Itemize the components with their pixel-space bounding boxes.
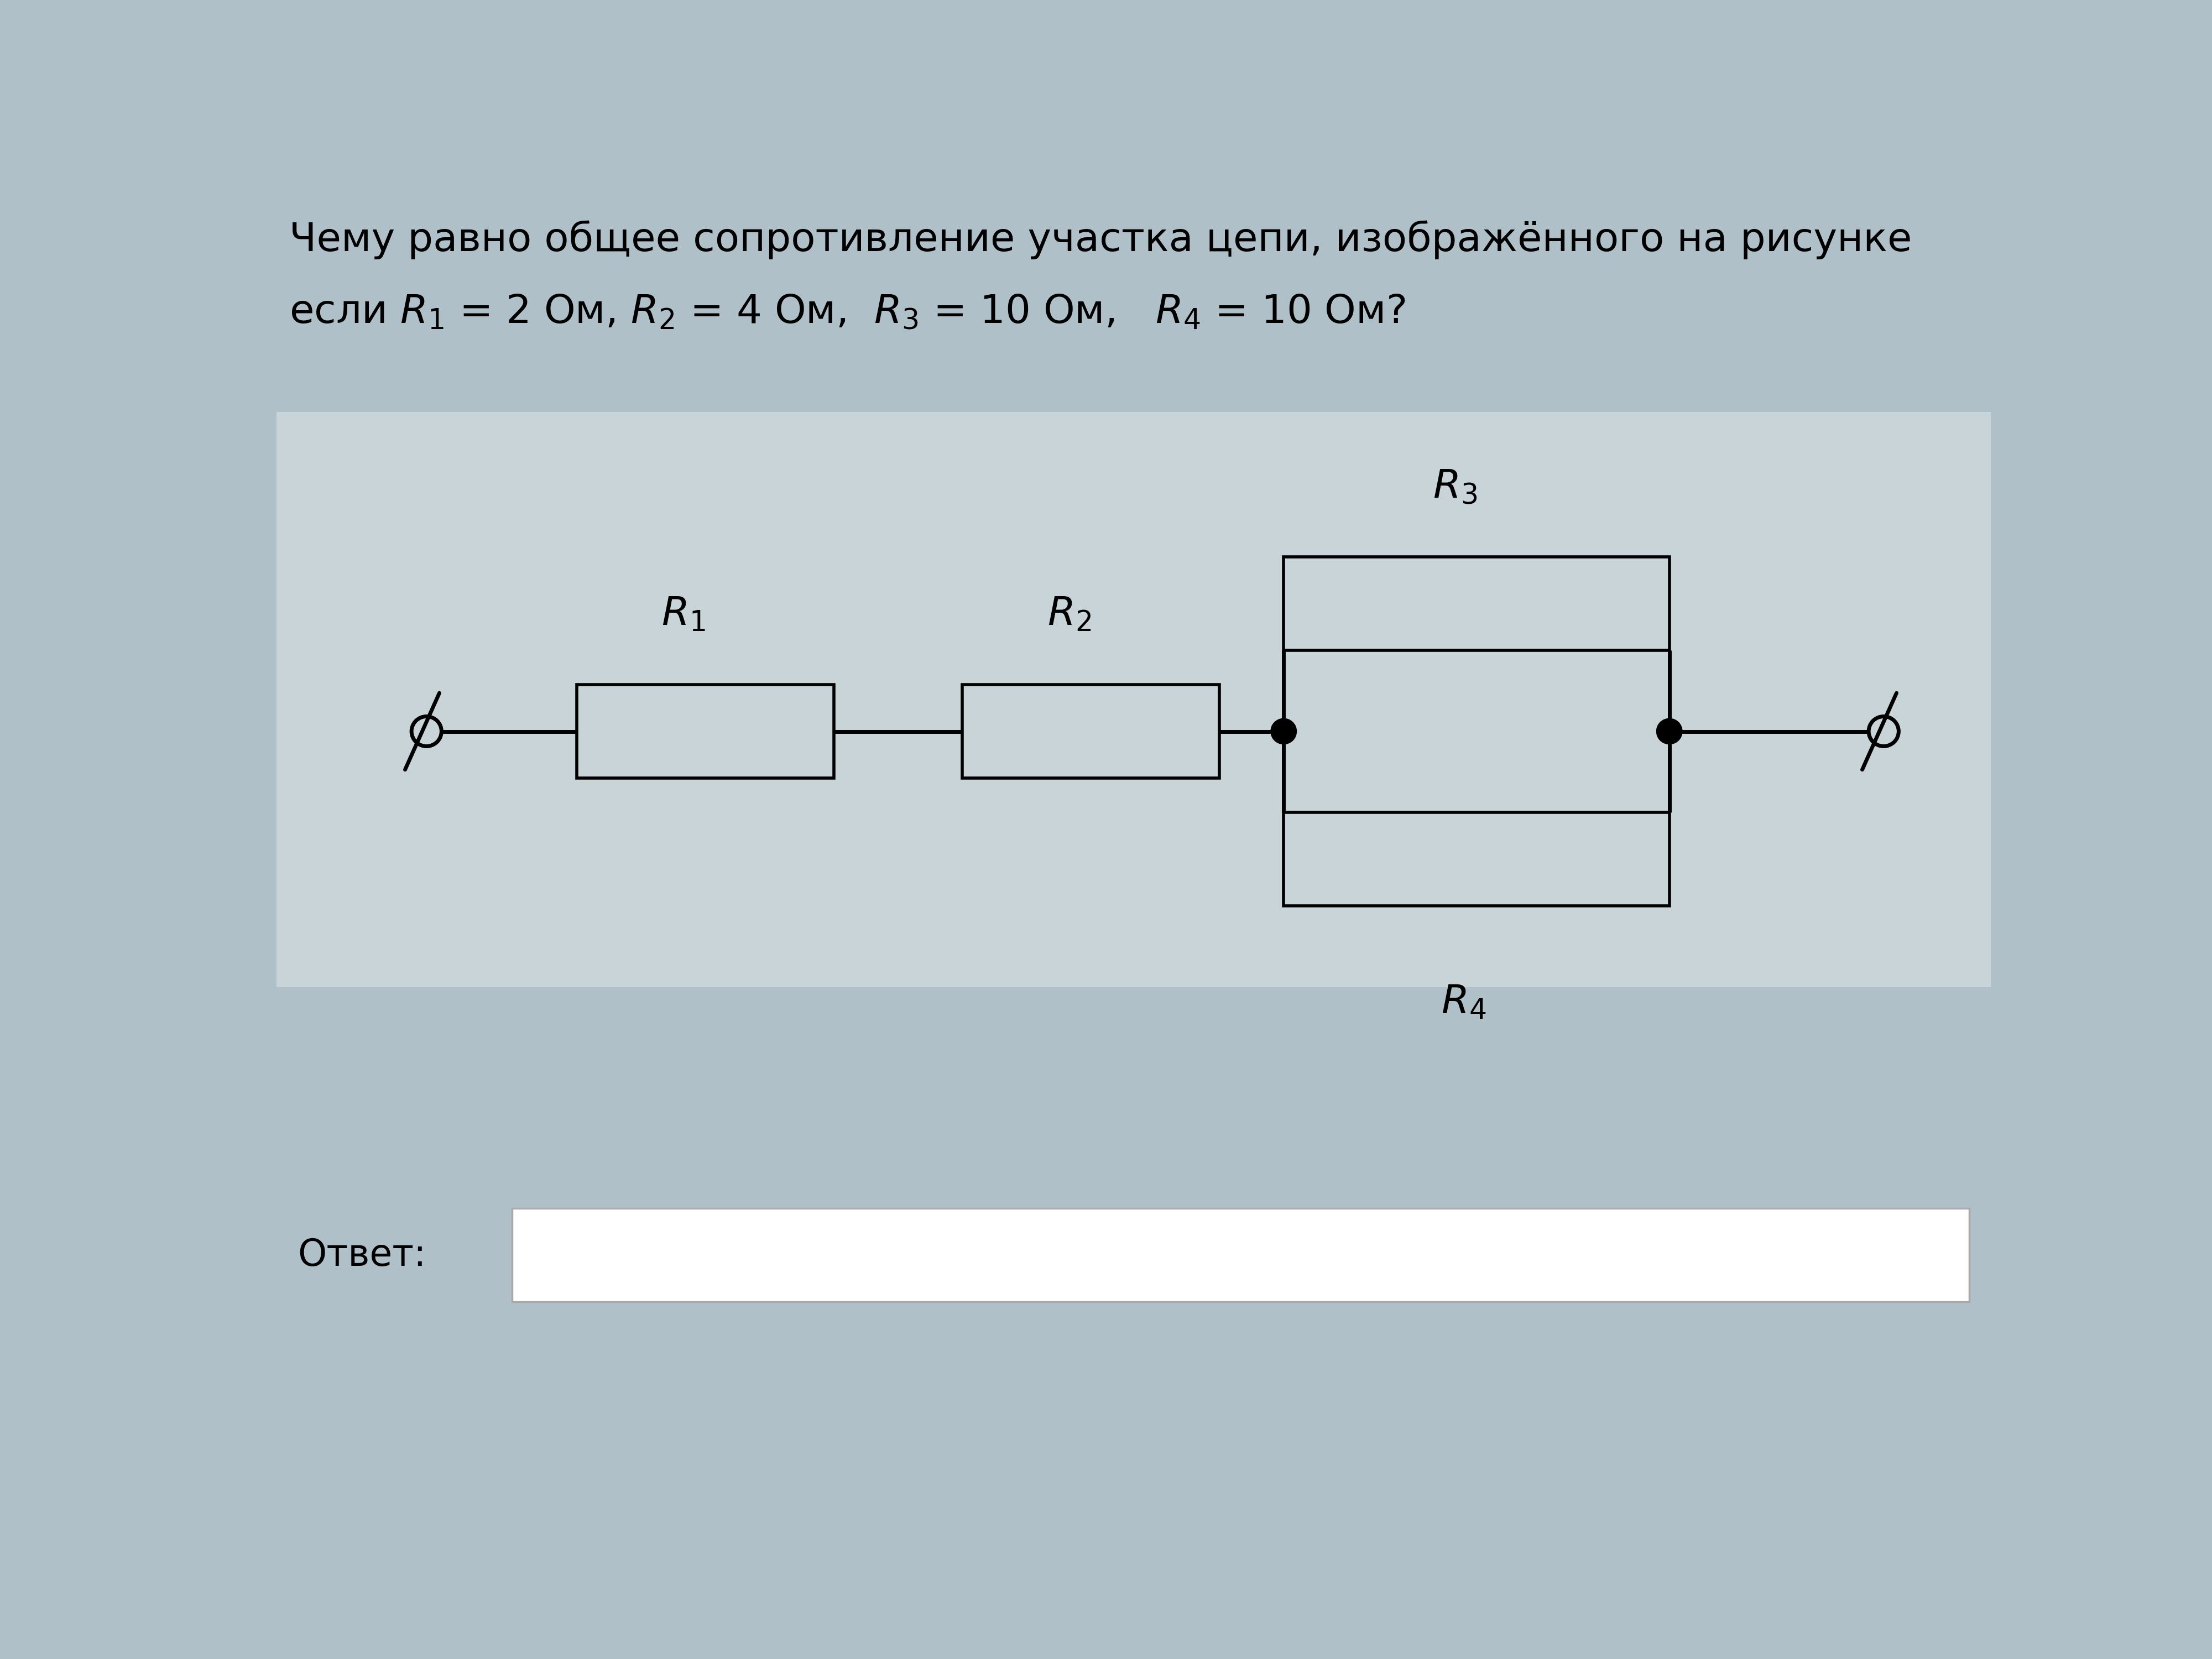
Circle shape [1657, 718, 1683, 745]
Text: Ответ:: Ответ: [299, 1238, 427, 1274]
Text: $R_1$: $R_1$ [661, 596, 706, 634]
Bar [276, 1115, 1991, 1477]
Circle shape [1270, 718, 1296, 745]
Text: Чему равно общее сопротивление участка цепи, изображённого на рисунке: Чему равно общее сопротивление участка ц… [290, 221, 1911, 259]
Bar [962, 685, 1219, 778]
Bar [1283, 813, 1670, 906]
Text: если $R_1$ = 2 Ом, $R_2$ = 4 Ом,  $R_3$ = 10 Ом,   $R_4$ = 10 Ом?: если $R_1$ = 2 Ом, $R_2$ = 4 Ом, $R_3$ =… [290, 292, 1405, 330]
Bar [577, 685, 834, 778]
Text: $R_2$: $R_2$ [1048, 596, 1091, 634]
Text: $R_4$: $R_4$ [1440, 982, 1486, 1020]
Text: $R_3$: $R_3$ [1433, 468, 1478, 506]
Bar [513, 1208, 1969, 1302]
Bar [1283, 557, 1670, 650]
Bar [276, 411, 1991, 987]
